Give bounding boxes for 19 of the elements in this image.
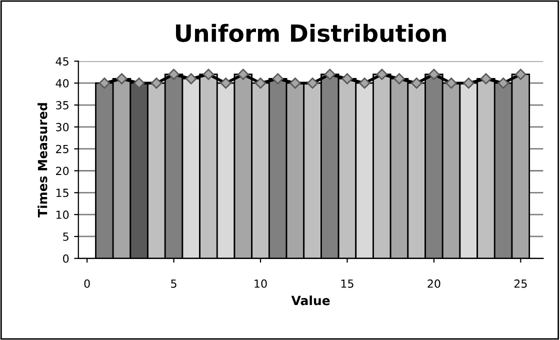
x-tick-label: 5 [171,280,176,288]
x-tick-label: 20 [428,279,440,288]
x-tick-label: 10 [254,279,267,288]
y-tick-label: 45 [56,57,68,66]
x-axis-title: Value [291,296,330,306]
y-tick-label: 20 [56,166,69,176]
y-tick-label: 5 [63,232,68,241]
y-axis-title: Times Measured [38,103,48,218]
x-tick-label: 25 [514,279,527,288]
y-tick-label: 0 [63,254,69,263]
x-tick-label: 15 [341,280,354,288]
y-tick-label: 40 [56,79,69,88]
y-tick-label: 15 [56,188,68,198]
y-tick-label: 25 [56,144,68,154]
y-tick-label: 30 [56,122,69,132]
y-tick-label: 35 [56,100,68,110]
x-tick-label: 0 [84,279,90,288]
chart-title: Uniform Distribution [176,24,446,42]
y-tick-label: 10 [56,210,69,219]
